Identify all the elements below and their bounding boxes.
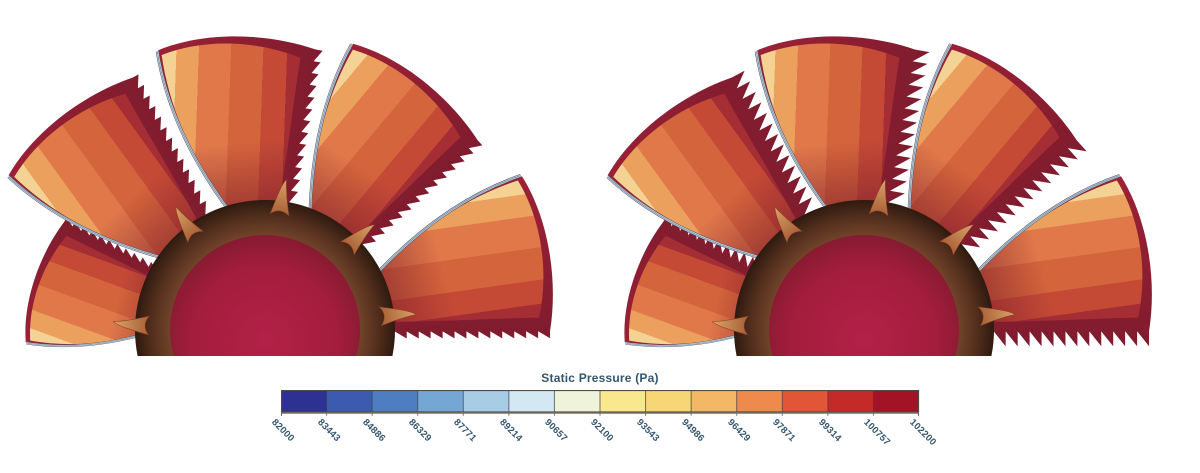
colorbar-tick-label: 97871 — [770, 417, 798, 445]
colorbar-segment — [281, 390, 327, 412]
colorbar-tick-label: 90657 — [542, 417, 570, 445]
fan-pressure-contour-right — [600, 0, 1200, 356]
colorbar-segment — [873, 390, 920, 412]
colorbar-tick-label: 87771 — [451, 417, 479, 445]
colorbar-segment — [508, 390, 555, 412]
colorbar-segment — [827, 390, 874, 412]
colorbar-segment — [417, 390, 464, 412]
colorbar-segment — [554, 390, 601, 412]
colorbar-tick-label: 96429 — [724, 417, 753, 445]
colorbar-separators — [326, 390, 874, 416]
colorbar-tick-label: 100757 — [861, 417, 893, 449]
colorbar-tick-label: 86329 — [405, 417, 434, 445]
fan-assembly — [2, 28, 572, 356]
colorbar-tick-label: 82000 — [269, 417, 297, 445]
colorbar-segment — [691, 390, 737, 412]
fan-pressure-contour-left — [0, 0, 600, 356]
colorbar-segment — [645, 390, 692, 412]
colorbar-tick-label: 102200 — [907, 417, 939, 449]
colorbar-tick-label: 84886 — [360, 417, 388, 445]
fan-assembly — [601, 27, 1173, 356]
colorbar-tick-label: 89214 — [497, 417, 525, 445]
colorbar-segment — [600, 390, 646, 412]
colorbar-tick-label: 94986 — [679, 417, 707, 445]
colorbar-border — [281, 390, 920, 413]
colorbar-tick-label: 92100 — [588, 417, 616, 445]
legend-title: Static Pressure (Pa) — [541, 371, 659, 385]
colorbar-segment — [782, 390, 828, 412]
colorbar-segment — [326, 390, 373, 412]
colorbar-segment — [372, 390, 418, 412]
colorbar-tick-label: 93543 — [633, 417, 661, 445]
colorbar — [281, 390, 920, 416]
colorbar-segments — [281, 390, 920, 412]
colorbar-segment — [736, 390, 783, 412]
colorbar-tick-label: 99314 — [816, 417, 844, 445]
colorbar-segment — [463, 390, 509, 412]
colorbar-tick-label: 83443 — [314, 417, 342, 445]
